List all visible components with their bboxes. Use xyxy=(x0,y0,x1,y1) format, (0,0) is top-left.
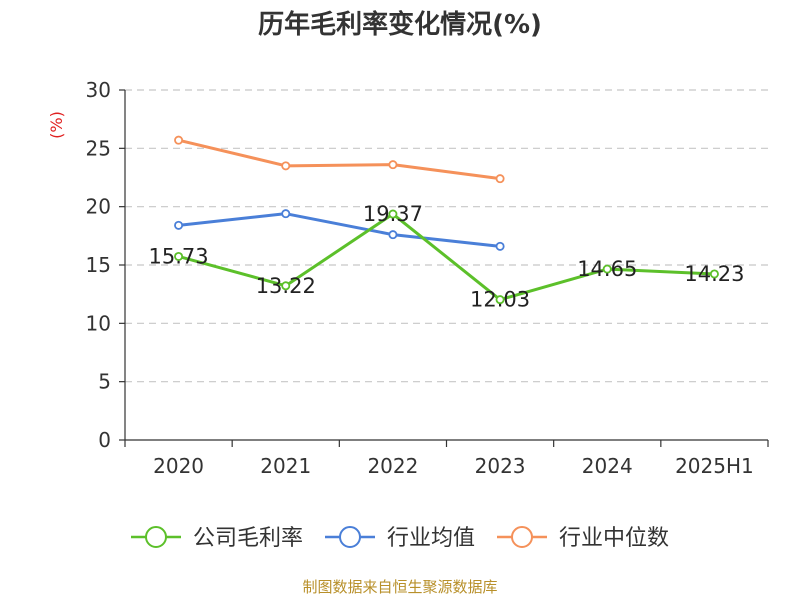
axes: 0 5 10 15 20 25 30 2020 2021 2022 2023 2024 2025H1 xyxy=(86,78,769,478)
series-point xyxy=(281,209,291,219)
y-unit-label: (%) xyxy=(47,111,66,139)
x-tick-label: 2025H1 xyxy=(675,454,754,478)
series-point xyxy=(174,251,184,261)
y-tick-label: 30 xyxy=(86,78,111,102)
chart-title: 历年毛利率变化情况(%) xyxy=(258,9,542,40)
y-tick-label: 15 xyxy=(86,253,111,277)
legend-label: 行业中位数 xyxy=(559,526,669,551)
x-tick-label: 2023 xyxy=(475,454,526,478)
y-tick-label: 20 xyxy=(86,195,111,219)
series-point xyxy=(174,220,184,230)
data-label: 14.65 xyxy=(577,257,637,281)
series-point xyxy=(281,161,291,171)
data-label: 13.22 xyxy=(256,274,316,298)
data-label: 15.73 xyxy=(149,244,209,268)
grid-lines xyxy=(125,89,768,383)
y-tick-label: 10 xyxy=(86,311,111,335)
legend: 公司毛利率 行业均值 行业中位数 xyxy=(131,526,669,551)
y-tick-label: 5 xyxy=(98,370,111,394)
series-point xyxy=(709,269,719,279)
series-line xyxy=(178,138,501,181)
series-layer xyxy=(174,135,719,305)
x-tick-label: 2021 xyxy=(260,454,311,478)
y-tick-label: 25 xyxy=(86,136,111,160)
series-line xyxy=(178,212,715,302)
series-point xyxy=(388,230,398,240)
data-labels: 15.73 13.22 19.37 12.03 14.65 14.23 xyxy=(149,202,745,312)
x-tick-label: 2024 xyxy=(582,454,633,478)
series-point xyxy=(495,174,505,184)
data-label: 14.23 xyxy=(684,262,744,286)
legend-marker xyxy=(145,526,167,548)
legend-label: 行业均值 xyxy=(387,526,475,551)
x-tick-label: 2020 xyxy=(153,454,204,478)
series-point xyxy=(174,135,184,145)
series-point xyxy=(388,209,398,219)
x-tick-label: 2022 xyxy=(367,454,418,478)
data-label: 19.37 xyxy=(363,202,423,226)
legend-marker xyxy=(339,526,361,548)
legend-label: 公司毛利率 xyxy=(193,526,303,551)
series-point xyxy=(495,241,505,251)
data-label: 12.03 xyxy=(470,288,530,312)
series-point xyxy=(495,295,505,305)
y-tick-label: 0 xyxy=(98,428,111,452)
series-point xyxy=(281,281,291,291)
series-point xyxy=(602,264,612,274)
legend-marker xyxy=(511,526,533,548)
series-line xyxy=(178,212,501,248)
series-point xyxy=(388,160,398,170)
source-note: 制图数据来自恒生聚源数据库 xyxy=(302,578,497,596)
